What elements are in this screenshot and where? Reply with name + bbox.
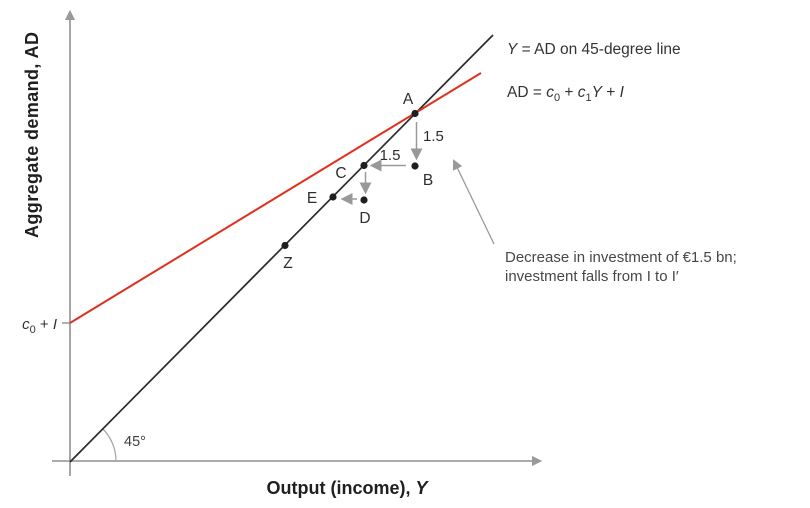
equation-ad-sub1: 1 — [586, 92, 592, 104]
point-c-label: C — [335, 165, 346, 182]
point-c — [360, 161, 368, 170]
aggregate-demand-line — [69, 72, 482, 324]
axes — [52, 9, 543, 476]
point-a — [411, 109, 419, 118]
intercept-c: c — [22, 316, 30, 333]
annotation-line-2: investment falls from I to I′ — [505, 268, 679, 285]
adjustment-arrows — [340, 122, 423, 205]
intercept-label: c0 + I — [22, 316, 57, 336]
point-b-label: B — [423, 172, 433, 189]
intercept-i: I — [53, 316, 57, 333]
points: A B C D E Z — [281, 91, 433, 272]
x-axis-title: Output (income), Y — [267, 478, 430, 498]
annotation-arrow — [452, 159, 495, 245]
equation-ad-line: AD = c0 + c1Y + I — [507, 84, 625, 104]
step-value-labels: 1.5 1.5 — [380, 128, 444, 164]
forty-five-degree-line — [69, 34, 494, 463]
point-e-label: E — [307, 190, 317, 207]
equation-ad-lhs: AD = — [507, 84, 546, 101]
intercept-sub: 0 — [30, 324, 36, 336]
annotation-line-1: Decrease in investment of €1.5 bn; — [505, 249, 737, 266]
y-axis-title: Aggregate demand, AD — [22, 32, 42, 238]
angle-label: 45° — [124, 434, 146, 450]
equation-ad-plus2: + — [602, 84, 620, 101]
equation-ad-i: I — [620, 84, 625, 101]
point-z-label: Z — [283, 255, 292, 272]
x-axis-title-var: Y — [415, 478, 429, 498]
angle-arc — [102, 428, 117, 462]
equation-45-line: Y = AD on 45-degree line — [507, 41, 681, 58]
line-equations: Y = AD on 45-degree line AD = c0 + c1Y +… — [507, 41, 681, 104]
equation-45-var: Y — [507, 41, 519, 58]
step-value-b-c: 1.5 — [380, 147, 401, 164]
annotation-callout: Decrease in investment of €1.5 bn; inves… — [452, 159, 737, 285]
point-d — [360, 196, 368, 204]
point-z — [281, 241, 289, 250]
intercept-plus: + — [36, 316, 53, 333]
equation-ad-plus1: + — [560, 84, 578, 101]
equation-ad-c0: c — [546, 84, 554, 101]
point-a-label: A — [403, 91, 414, 108]
equation-ad-y: Y — [592, 84, 604, 101]
step-value-a-b: 1.5 — [423, 128, 444, 145]
curves — [69, 34, 494, 463]
point-e — [329, 193, 337, 201]
equation-45-rest: = AD on 45-degree line — [517, 41, 680, 58]
equation-ad-c1: c — [578, 84, 586, 101]
equation-ad-sub0: 0 — [554, 92, 560, 104]
point-b — [411, 162, 419, 170]
x-axis-title-text: Output (income), — [267, 478, 416, 498]
point-d-label: D — [359, 210, 370, 227]
